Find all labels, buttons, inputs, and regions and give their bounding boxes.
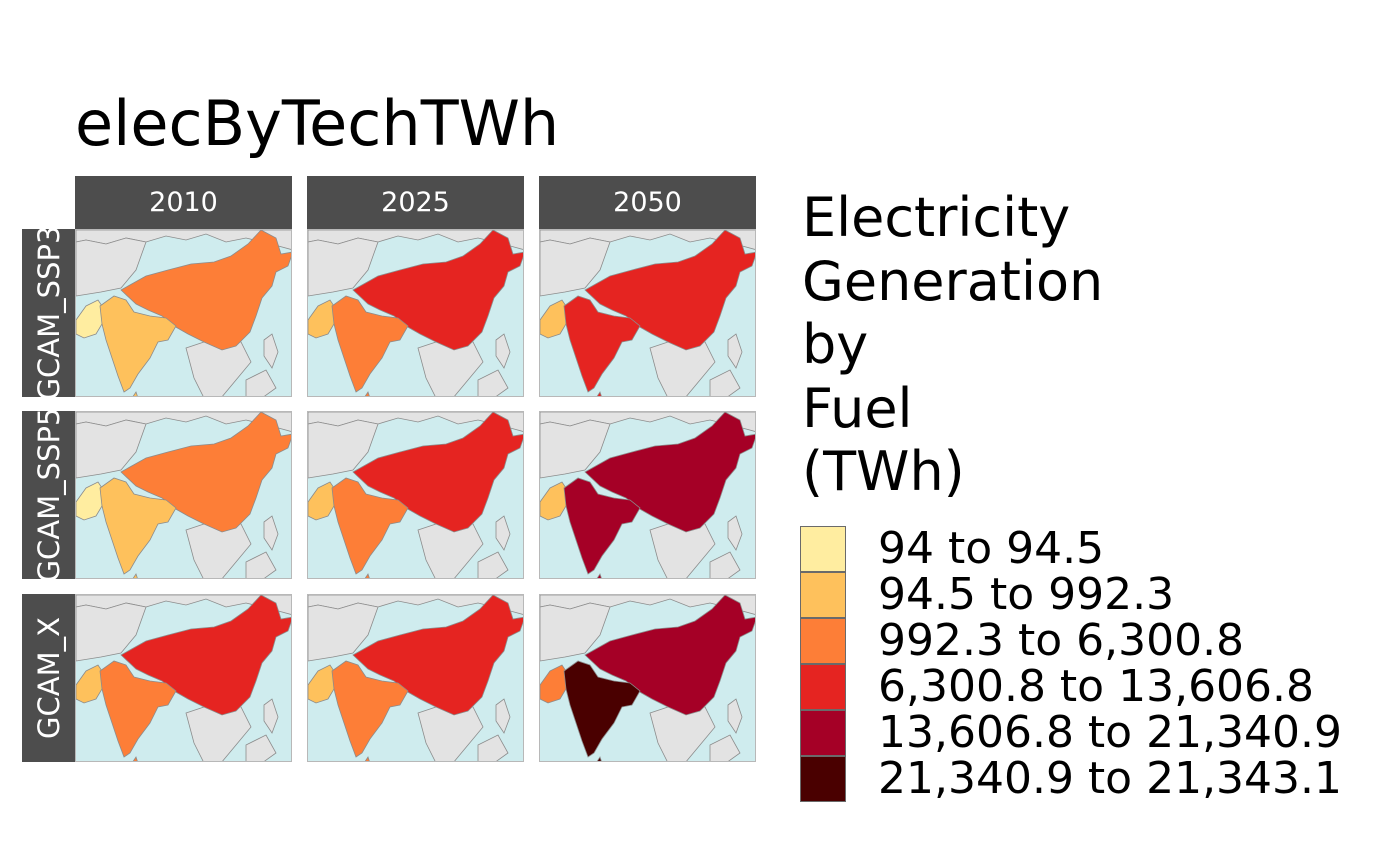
map-svg bbox=[308, 412, 523, 578]
facet-row-label: GCAM_X bbox=[31, 617, 66, 739]
legend-swatch bbox=[800, 572, 846, 618]
legend-swatch bbox=[800, 710, 846, 756]
chart-title: elecByTechTWh bbox=[75, 87, 560, 160]
map-panel bbox=[307, 594, 524, 762]
region-borneo bbox=[709, 551, 741, 578]
legend-label: 94 to 94.5 bbox=[878, 523, 1105, 574]
legend-label: 21,340.9 to 21,343.1 bbox=[878, 753, 1343, 804]
map-panel bbox=[307, 411, 524, 579]
region-philippines bbox=[495, 698, 511, 734]
legend-swatch bbox=[800, 664, 846, 710]
legend-label: 94.5 to 992.3 bbox=[878, 569, 1175, 620]
legend-swatch bbox=[800, 526, 846, 572]
facet-row-label: GCAM_SSP5 bbox=[31, 411, 66, 579]
region-borneo bbox=[477, 734, 509, 761]
region-china bbox=[584, 412, 755, 533]
region-india bbox=[563, 477, 641, 575]
legend-label: 13,606.8 to 21,340.9 bbox=[878, 707, 1343, 758]
region-india bbox=[99, 477, 177, 575]
region-philippines bbox=[263, 698, 279, 734]
region-west-land bbox=[308, 419, 379, 479]
region-borneo bbox=[245, 369, 277, 396]
region-west-land bbox=[76, 237, 147, 297]
map-svg bbox=[540, 595, 755, 761]
region-philippines bbox=[495, 515, 511, 551]
region-west-land bbox=[540, 237, 611, 297]
map-svg bbox=[308, 595, 523, 761]
map-svg bbox=[308, 230, 523, 396]
legend-swatch bbox=[800, 756, 846, 802]
map-svg bbox=[76, 595, 291, 761]
facet-row-label: GCAM_SSP3 bbox=[31, 229, 66, 397]
region-west-land bbox=[76, 419, 147, 479]
region-borneo bbox=[709, 369, 741, 396]
map-panel bbox=[75, 411, 292, 579]
facet-header-2050: 2050 bbox=[539, 176, 756, 229]
facet-row-gcam-ssp3: GCAM_SSP3 bbox=[22, 229, 75, 397]
region-borneo bbox=[245, 734, 277, 761]
facet-row-gcam-x: GCAM_X bbox=[22, 594, 75, 762]
region-india bbox=[331, 295, 409, 393]
region-india bbox=[99, 660, 177, 758]
region-west-land bbox=[76, 602, 147, 662]
region-philippines bbox=[263, 515, 279, 551]
region-china bbox=[352, 595, 523, 716]
region-philippines bbox=[727, 515, 743, 551]
region-west-land bbox=[308, 237, 379, 297]
region-borneo bbox=[245, 551, 277, 578]
region-philippines bbox=[263, 333, 279, 369]
region-west-land bbox=[540, 602, 611, 662]
region-china bbox=[120, 412, 291, 533]
region-sri-lanka bbox=[364, 573, 370, 578]
facet-header-2025: 2025 bbox=[307, 176, 524, 229]
map-panel bbox=[539, 229, 756, 397]
region-china bbox=[352, 412, 523, 533]
map-panel bbox=[307, 229, 524, 397]
region-india bbox=[331, 477, 409, 575]
region-borneo bbox=[709, 734, 741, 761]
map-panel bbox=[539, 411, 756, 579]
facet-row-gcam-ssp5: GCAM_SSP5 bbox=[22, 411, 75, 579]
map-svg bbox=[540, 230, 755, 396]
map-svg bbox=[540, 412, 755, 578]
region-sri-lanka bbox=[364, 756, 370, 761]
map-panel bbox=[75, 229, 292, 397]
region-sri-lanka bbox=[132, 391, 138, 396]
region-west-land bbox=[540, 419, 611, 479]
region-china bbox=[584, 595, 755, 716]
map-panel bbox=[75, 594, 292, 762]
region-sri-lanka bbox=[596, 756, 602, 761]
region-china bbox=[352, 230, 523, 351]
map-svg bbox=[76, 230, 291, 396]
region-sri-lanka bbox=[132, 573, 138, 578]
region-west-land bbox=[308, 602, 379, 662]
region-borneo bbox=[477, 551, 509, 578]
region-sri-lanka bbox=[132, 756, 138, 761]
facet-header-2010: 2010 bbox=[75, 176, 292, 229]
region-sri-lanka bbox=[596, 391, 602, 396]
region-philippines bbox=[727, 698, 743, 734]
region-borneo bbox=[477, 369, 509, 396]
legend-title: Electricity Generation by Fuel (TWh) bbox=[802, 186, 1104, 503]
region-india bbox=[99, 295, 177, 393]
region-china bbox=[120, 595, 291, 716]
map-svg bbox=[76, 412, 291, 578]
region-india bbox=[331, 660, 409, 758]
legend-label: 992.3 to 6,300.8 bbox=[878, 615, 1245, 666]
region-china bbox=[120, 230, 291, 351]
region-india bbox=[563, 295, 641, 393]
region-sri-lanka bbox=[596, 573, 602, 578]
region-philippines bbox=[495, 333, 511, 369]
region-china bbox=[584, 230, 755, 351]
legend-swatch bbox=[800, 618, 846, 664]
legend-label: 6,300.8 to 13,606.8 bbox=[878, 661, 1315, 712]
region-india bbox=[563, 660, 641, 758]
map-panel bbox=[539, 594, 756, 762]
region-sri-lanka bbox=[364, 391, 370, 396]
region-philippines bbox=[727, 333, 743, 369]
